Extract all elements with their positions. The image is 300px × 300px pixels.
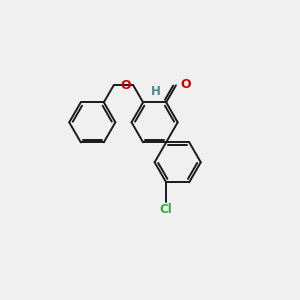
Text: H: H bbox=[151, 85, 161, 98]
Text: O: O bbox=[121, 79, 131, 92]
Text: O: O bbox=[180, 78, 191, 91]
Text: Cl: Cl bbox=[160, 203, 172, 216]
